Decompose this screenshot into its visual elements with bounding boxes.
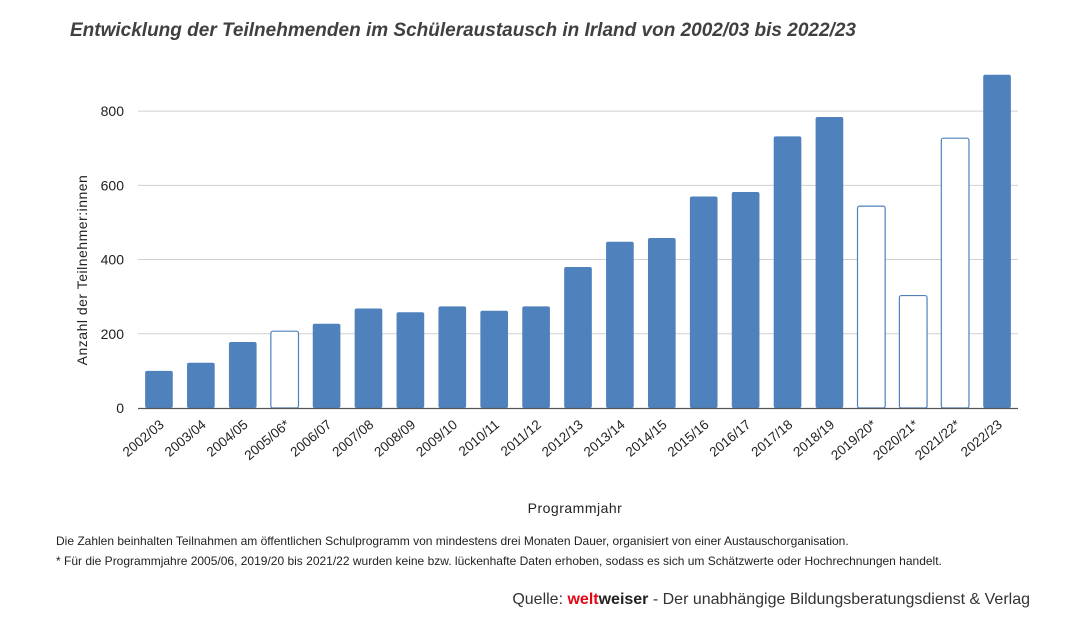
- bar: [564, 266, 592, 408]
- bar-estimated: [856, 205, 886, 409]
- bar: [606, 241, 634, 408]
- bar: [312, 323, 341, 408]
- bar: [354, 308, 383, 408]
- x-tick-label: 2012/13: [539, 417, 586, 460]
- x-tick-label: 2003/04: [162, 416, 209, 459]
- bar: [522, 306, 550, 408]
- bar: [187, 362, 215, 408]
- bar: [396, 312, 425, 408]
- chart-title: Entwicklung der Teilnehmenden im Schüler…: [70, 20, 856, 41]
- bar: [480, 310, 509, 408]
- x-tick-label: 2007/08: [329, 417, 376, 460]
- footnote-2: * Für die Programmjahre 2005/06, 2019/20…: [56, 554, 942, 568]
- x-tick-label: 2021/22*: [912, 416, 964, 463]
- x-tick-label: 2015/16: [665, 417, 712, 460]
- y-tick-label: 600: [101, 177, 125, 193]
- x-tick-label: 2016/17: [707, 417, 754, 460]
- bar: [145, 370, 173, 408]
- bar-estimated: [940, 137, 970, 409]
- x-tick-label: 2006/07: [287, 417, 334, 460]
- x-tick-label: 2022/23: [958, 417, 1005, 460]
- brand-logo-part1: welt: [567, 591, 599, 608]
- source-line: Quelle: weltweiser - Der unabhängige Bil…: [512, 591, 1030, 609]
- bar: [773, 136, 802, 408]
- y-axis-ticks: 0 200 400 600 800: [101, 103, 125, 416]
- bar: [228, 341, 257, 408]
- x-tick-label: 2010/11: [456, 417, 502, 459]
- x-tick-label: 2014/15: [623, 417, 670, 460]
- x-tick-label: 2008/09: [371, 417, 418, 460]
- bar-estimated: [898, 294, 928, 409]
- x-tick-label: 2005/06*: [242, 416, 294, 463]
- bar: [815, 117, 844, 408]
- y-axis-label: Anzahl der Teilnehmer:innen: [74, 174, 90, 366]
- bar-chart: 0 200 400 600 800 2002/032003/042004/052005/…: [101, 74, 1018, 463]
- bar: [731, 192, 760, 408]
- source-prefix: Quelle:: [512, 591, 568, 608]
- bars: [145, 74, 1011, 409]
- y-tick-label: 800: [101, 103, 125, 119]
- bar: [438, 306, 467, 408]
- bar: [983, 74, 1011, 409]
- bar: [689, 196, 718, 408]
- x-axis-ticks: 2002/032003/042004/052005/06*2006/072007…: [120, 416, 1005, 463]
- y-tick-label: 400: [101, 252, 125, 268]
- footnote-1: Die Zahlen beinhalten Teilnahmen am öffe…: [56, 534, 849, 548]
- x-tick-label: 2009/10: [413, 417, 460, 460]
- x-tick-label: 2013/14: [581, 416, 628, 459]
- source-suffix: - Der unabhängige Bildungsberatungsdiens…: [648, 591, 1030, 608]
- x-tick-label: 2020/21*: [870, 416, 922, 463]
- x-tick-label: 2011/12: [498, 417, 544, 459]
- bar-estimated: [270, 330, 300, 409]
- y-tick-label: 200: [101, 326, 125, 342]
- bar: [647, 238, 676, 408]
- x-tick-label: 2017/18: [748, 417, 795, 460]
- x-axis-label: Programmjahr: [527, 500, 623, 516]
- y-tick-label: 0: [116, 400, 124, 416]
- x-tick-label: 2002/03: [120, 417, 167, 460]
- brand-logo-part2: weiser: [598, 591, 649, 608]
- x-tick-label: 2019/20*: [828, 416, 880, 463]
